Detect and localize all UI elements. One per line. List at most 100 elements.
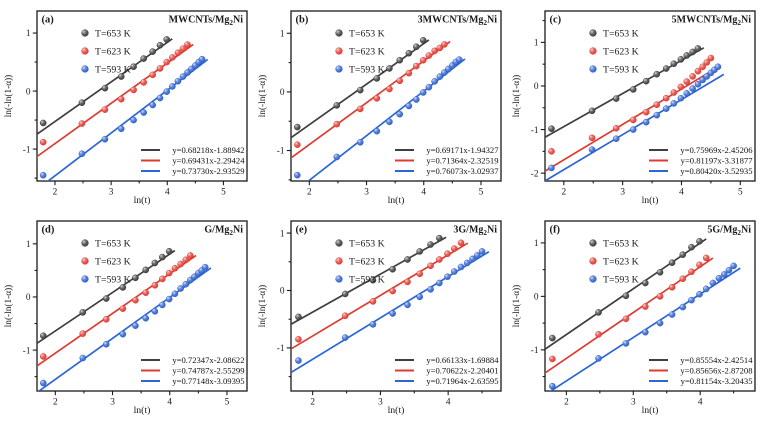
- fit-line: [545, 47, 705, 139]
- legend-marker: [335, 275, 343, 283]
- data-point: [333, 102, 341, 109]
- data-point: [169, 83, 176, 90]
- data-point: [436, 279, 443, 287]
- data-point: [163, 36, 171, 43]
- data-point: [642, 118, 650, 126]
- data-point: [163, 58, 171, 66]
- series-points: [293, 37, 427, 131]
- panel-title: G/Mg2Ni: [204, 225, 243, 238]
- legend-marker: [589, 47, 597, 55]
- data-point: [622, 340, 630, 347]
- series-points: [39, 36, 171, 127]
- equation-label: y=0.71364x-2.32519: [426, 156, 498, 166]
- data-point: [694, 67, 702, 75]
- data-point: [159, 275, 166, 283]
- data-point: [642, 108, 650, 116]
- data-point: [436, 73, 444, 80]
- y-axis: -1 0 1: [23, 240, 37, 378]
- y-axis: -1 0 1: [23, 29, 37, 179]
- data-point: [140, 109, 147, 116]
- fit-equations: y=0.68218x-1.88942y=0.69431x-2.29424y=0.…: [141, 145, 245, 176]
- series-points: [39, 41, 191, 146]
- series-points: [39, 263, 209, 387]
- data-point: [132, 322, 139, 329]
- data-point: [688, 243, 695, 251]
- data-point: [386, 85, 393, 93]
- data-point: [119, 305, 127, 312]
- y-axis-label: ln(-ln(1-α)): [257, 75, 268, 118]
- y-axis: -1 0 1: [531, 239, 545, 378]
- data-point: [117, 125, 125, 133]
- data-point: [117, 95, 125, 103]
- equation-label: y=0.72347x-2.08622: [172, 355, 244, 365]
- data-point: [132, 274, 139, 282]
- data-point: [159, 253, 166, 261]
- data-point: [419, 89, 427, 96]
- legend-label: T=623 K: [603, 46, 639, 57]
- legend-marker: [335, 239, 343, 247]
- data-point: [431, 47, 438, 55]
- data-point: [39, 353, 47, 360]
- data-point: [444, 250, 451, 258]
- data-point: [683, 78, 691, 85]
- data-point: [140, 55, 147, 62]
- panel-f: 2 3 4 -1 0 1 ln(t) ln(-ln(1-α)) (f) 5G/Mg2Ni T=653…: [508, 210, 762, 420]
- data-point: [373, 127, 381, 135]
- data-point: [662, 94, 670, 102]
- data-point: [548, 125, 555, 132]
- panel-title: 3G/Mg2Ni: [453, 225, 497, 238]
- data-point: [405, 102, 413, 110]
- panel-title: 5G/Mg2Ni: [707, 225, 751, 238]
- y-tick-label: 0: [26, 87, 31, 97]
- x-tick-label: 2: [561, 188, 566, 198]
- temperature-legend: T=653 K T=623 K T=593 K: [589, 28, 639, 75]
- plot-svg: 2 3 4 5 -1 0 1 ln(t) ln(-ln(1-α)) (d) G/Mg2Ni T=653…: [3, 220, 248, 416]
- data-point: [662, 105, 670, 112]
- x-tick-label: 5: [225, 398, 230, 408]
- x-tick-label: 4: [165, 188, 170, 198]
- data-point: [130, 86, 137, 94]
- panel-title: MWCNTs/Mg2Ni: [169, 15, 244, 28]
- data-point: [457, 239, 465, 247]
- temperature-legend: T=653 K T=623 K T=593 K: [335, 238, 385, 285]
- x-tick-label: 3: [378, 398, 383, 408]
- y-tick-label: 1: [280, 29, 285, 39]
- x-tick-label: 3: [110, 398, 115, 408]
- x-axis: 2 3 4: [310, 391, 483, 408]
- data-point: [174, 49, 182, 57]
- data-point: [436, 256, 443, 263]
- data-point: [163, 88, 171, 95]
- data-point: [119, 284, 127, 291]
- fit-equations: y=0.72347x-2.08622y=0.74787x-2.55299y=0.…: [141, 355, 245, 386]
- data-point: [416, 293, 424, 301]
- data-point: [39, 379, 47, 387]
- data-point: [668, 311, 676, 318]
- fit-equations: y=0.85554x-2.42514y=0.85656x-2.87208y=0.…: [649, 355, 753, 386]
- data-point: [177, 285, 184, 292]
- data-point: [102, 295, 110, 302]
- equation-label: y=0.76073x-3.02937: [426, 166, 499, 176]
- legend-marker: [81, 257, 89, 265]
- legend-label: T=593 K: [349, 274, 385, 285]
- panel-label: (f): [550, 225, 561, 236]
- equation-label: y=0.68218x-1.88942: [172, 145, 244, 155]
- legend-marker: [81, 47, 89, 55]
- legend-marker: [335, 257, 343, 265]
- data-point: [149, 101, 156, 109]
- temperature-legend: T=653 K T=623 K T=593 K: [589, 238, 639, 285]
- x-tick-label: 3: [109, 188, 114, 198]
- data-point: [404, 256, 411, 263]
- data-point: [295, 336, 302, 343]
- data-point: [715, 274, 723, 282]
- data-point: [679, 275, 687, 283]
- data-point: [149, 48, 156, 55]
- data-point: [369, 321, 377, 328]
- panel-title: 3MWCNTs/Mg2Ni: [418, 15, 498, 28]
- data-point: [389, 287, 396, 295]
- data-point: [662, 65, 670, 72]
- y-tick-label: 0: [534, 293, 539, 303]
- data-point: [389, 310, 396, 317]
- data-point: [656, 319, 664, 327]
- data-point: [548, 148, 555, 155]
- x-axis-label: ln(t): [388, 195, 405, 206]
